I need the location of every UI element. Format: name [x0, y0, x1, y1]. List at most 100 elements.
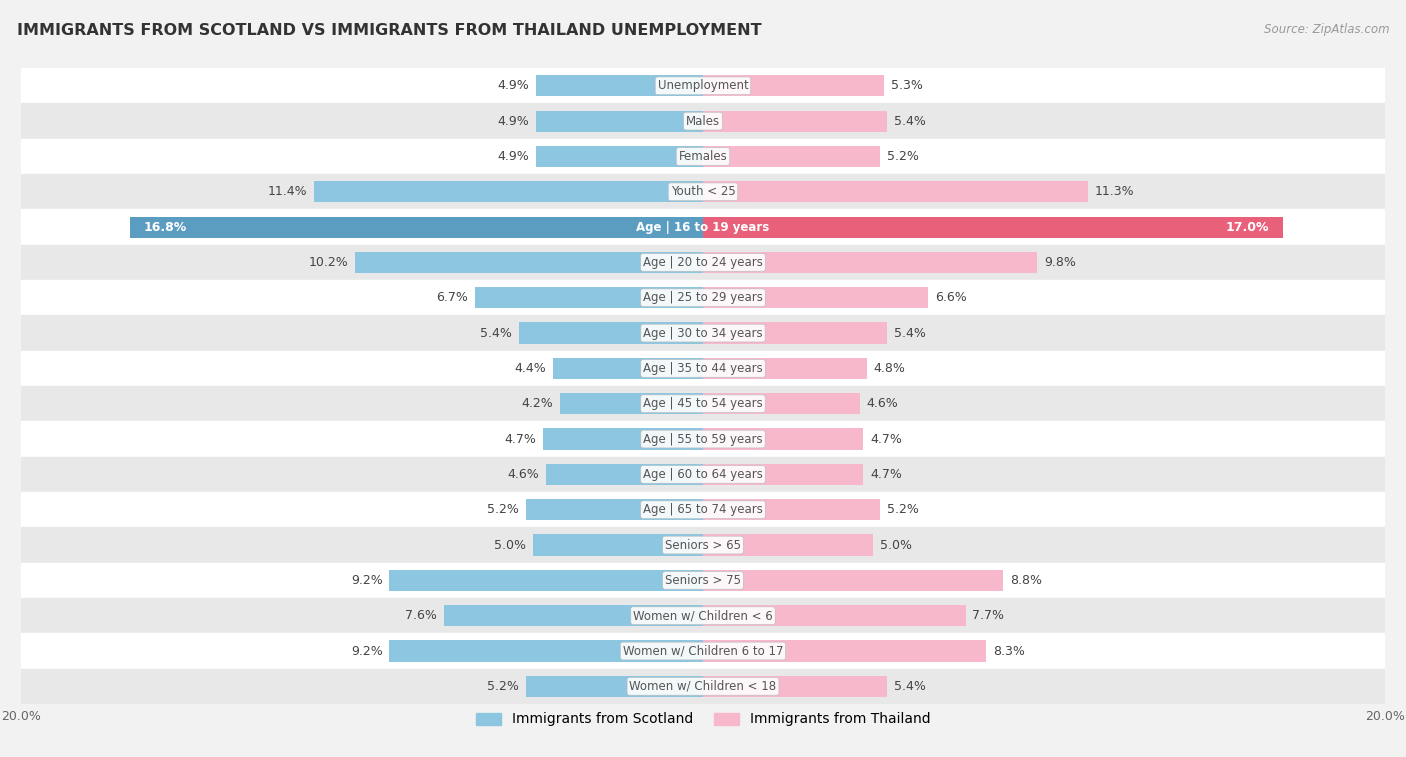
Bar: [703, 676, 887, 697]
Bar: [536, 75, 703, 96]
Text: 4.7%: 4.7%: [870, 468, 901, 481]
Text: 4.8%: 4.8%: [873, 362, 905, 375]
Text: Women w/ Children < 6: Women w/ Children < 6: [633, 609, 773, 622]
Text: Seniors > 65: Seniors > 65: [665, 538, 741, 552]
Bar: [703, 428, 863, 450]
Text: Age | 25 to 29 years: Age | 25 to 29 years: [643, 291, 763, 304]
Legend: Immigrants from Scotland, Immigrants from Thailand: Immigrants from Scotland, Immigrants fro…: [470, 707, 936, 732]
Text: Age | 65 to 74 years: Age | 65 to 74 years: [643, 503, 763, 516]
Text: 4.4%: 4.4%: [515, 362, 546, 375]
Text: Youth < 25: Youth < 25: [671, 185, 735, 198]
Text: 7.6%: 7.6%: [405, 609, 437, 622]
Bar: [21, 386, 1385, 422]
Text: 5.0%: 5.0%: [880, 538, 912, 552]
Bar: [21, 456, 1385, 492]
Text: 9.2%: 9.2%: [350, 644, 382, 658]
Bar: [703, 640, 986, 662]
Text: 9.8%: 9.8%: [1045, 256, 1076, 269]
Bar: [703, 111, 887, 132]
Text: Age | 30 to 34 years: Age | 30 to 34 years: [643, 326, 763, 340]
Text: Males: Males: [686, 114, 720, 128]
Bar: [536, 146, 703, 167]
Bar: [21, 68, 1385, 104]
Bar: [703, 605, 966, 626]
Text: 4.6%: 4.6%: [508, 468, 540, 481]
Text: 5.2%: 5.2%: [887, 150, 920, 163]
Text: Age | 45 to 54 years: Age | 45 to 54 years: [643, 397, 763, 410]
Bar: [703, 322, 887, 344]
Bar: [389, 640, 703, 662]
Text: Age | 16 to 19 years: Age | 16 to 19 years: [637, 220, 769, 234]
Bar: [21, 598, 1385, 634]
Text: 6.7%: 6.7%: [436, 291, 468, 304]
Text: Age | 60 to 64 years: Age | 60 to 64 years: [643, 468, 763, 481]
Bar: [21, 350, 1385, 386]
Bar: [533, 534, 703, 556]
Text: 4.7%: 4.7%: [505, 432, 536, 446]
Text: 4.9%: 4.9%: [498, 79, 529, 92]
Bar: [21, 104, 1385, 139]
Bar: [21, 668, 1385, 704]
Text: 5.3%: 5.3%: [890, 79, 922, 92]
Bar: [703, 252, 1038, 273]
Bar: [553, 358, 703, 379]
Bar: [21, 528, 1385, 562]
Text: 6.6%: 6.6%: [935, 291, 966, 304]
Text: IMMIGRANTS FROM SCOTLAND VS IMMIGRANTS FROM THAILAND UNEMPLOYMENT: IMMIGRANTS FROM SCOTLAND VS IMMIGRANTS F…: [17, 23, 762, 38]
Bar: [526, 499, 703, 520]
Bar: [703, 534, 873, 556]
Bar: [21, 562, 1385, 598]
Bar: [703, 181, 1088, 202]
Bar: [703, 217, 1282, 238]
Text: 4.2%: 4.2%: [522, 397, 553, 410]
Text: 4.6%: 4.6%: [866, 397, 898, 410]
Text: 5.4%: 5.4%: [894, 680, 925, 693]
Text: Females: Females: [679, 150, 727, 163]
Bar: [21, 174, 1385, 210]
Bar: [560, 393, 703, 414]
Text: 16.8%: 16.8%: [143, 220, 187, 234]
Text: 17.0%: 17.0%: [1226, 220, 1270, 234]
Bar: [21, 210, 1385, 245]
Bar: [703, 146, 880, 167]
Text: Source: ZipAtlas.com: Source: ZipAtlas.com: [1264, 23, 1389, 36]
Text: Women w/ Children 6 to 17: Women w/ Children 6 to 17: [623, 644, 783, 658]
Bar: [703, 287, 928, 308]
Bar: [703, 499, 880, 520]
Bar: [21, 492, 1385, 528]
Text: 5.2%: 5.2%: [486, 680, 519, 693]
Bar: [543, 428, 703, 450]
Bar: [21, 422, 1385, 456]
Bar: [475, 287, 703, 308]
Text: 5.2%: 5.2%: [486, 503, 519, 516]
Text: Women w/ Children < 18: Women w/ Children < 18: [630, 680, 776, 693]
Text: 5.2%: 5.2%: [887, 503, 920, 516]
Bar: [519, 322, 703, 344]
Text: 5.4%: 5.4%: [481, 326, 512, 340]
Text: 11.3%: 11.3%: [1095, 185, 1135, 198]
Bar: [356, 252, 703, 273]
Text: 5.4%: 5.4%: [894, 114, 925, 128]
Bar: [703, 75, 884, 96]
Text: 10.2%: 10.2%: [309, 256, 349, 269]
Bar: [703, 393, 860, 414]
Text: 4.7%: 4.7%: [870, 432, 901, 446]
Bar: [131, 217, 703, 238]
Bar: [21, 280, 1385, 316]
Text: 5.4%: 5.4%: [894, 326, 925, 340]
Bar: [21, 316, 1385, 350]
Text: Age | 20 to 24 years: Age | 20 to 24 years: [643, 256, 763, 269]
Bar: [703, 464, 863, 485]
Text: Unemployment: Unemployment: [658, 79, 748, 92]
Bar: [703, 358, 866, 379]
Bar: [536, 111, 703, 132]
Text: 8.3%: 8.3%: [993, 644, 1025, 658]
Bar: [315, 181, 703, 202]
Text: Age | 55 to 59 years: Age | 55 to 59 years: [643, 432, 763, 446]
Text: 7.7%: 7.7%: [973, 609, 1004, 622]
Text: 4.9%: 4.9%: [498, 150, 529, 163]
Bar: [703, 570, 1002, 591]
Bar: [546, 464, 703, 485]
Bar: [21, 245, 1385, 280]
Text: 9.2%: 9.2%: [350, 574, 382, 587]
